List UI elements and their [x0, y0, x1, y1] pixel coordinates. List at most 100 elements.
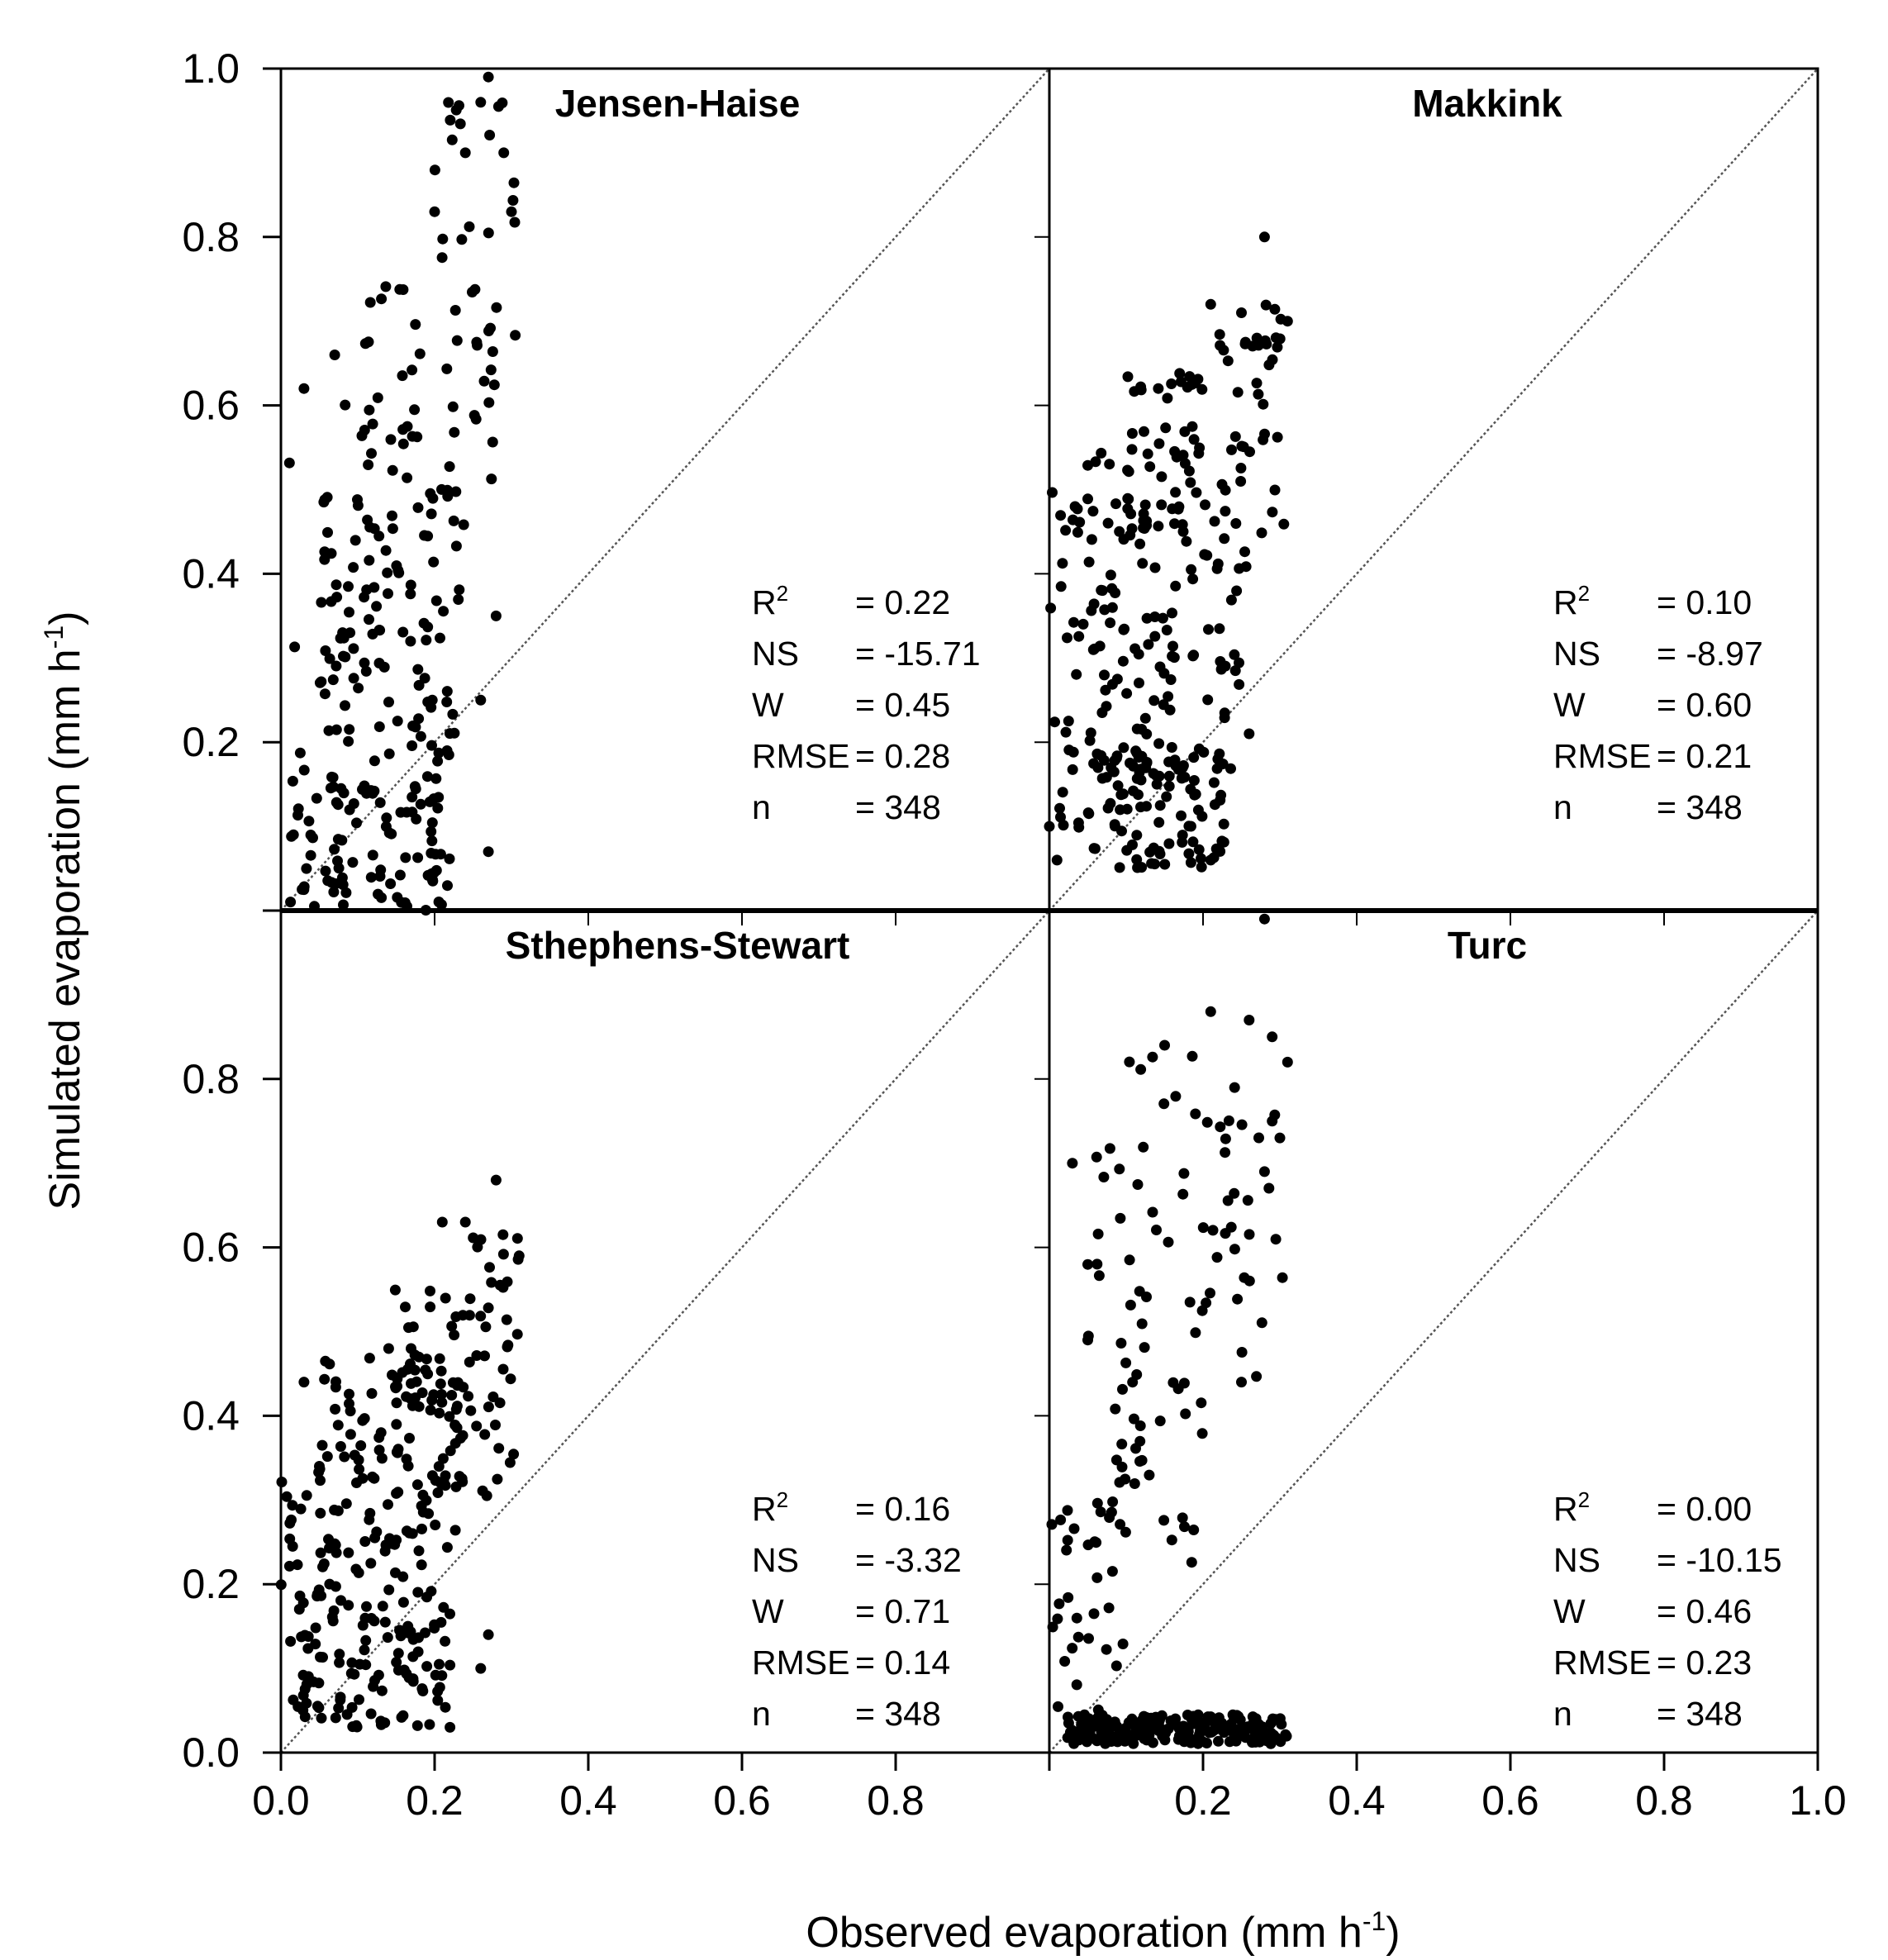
data-point	[1115, 1519, 1126, 1530]
data-point	[430, 1669, 441, 1681]
data-point	[1160, 422, 1172, 434]
data-point	[411, 1720, 423, 1731]
data-point	[429, 206, 440, 217]
data-point	[435, 632, 445, 644]
data-point	[1138, 522, 1149, 534]
data-point	[1239, 546, 1250, 558]
data-point	[369, 1472, 380, 1484]
data-point	[1103, 1602, 1115, 1614]
data-point	[1196, 853, 1206, 864]
data-point	[1058, 820, 1069, 831]
data-point	[395, 1630, 407, 1642]
data-point	[444, 853, 455, 864]
data-point	[463, 1391, 474, 1402]
data-point	[1167, 607, 1177, 619]
data-point	[1055, 510, 1067, 521]
data-point	[397, 1571, 409, 1582]
data-point	[1102, 517, 1114, 529]
data-point	[322, 526, 333, 538]
data-point	[1126, 444, 1138, 455]
stat-label: RMSE	[752, 737, 849, 775]
data-point	[331, 797, 342, 808]
stat-label: NS	[1553, 1541, 1600, 1579]
data-point	[1230, 518, 1242, 529]
data-points	[283, 71, 521, 916]
data-point	[432, 1686, 444, 1697]
data-point	[1229, 665, 1241, 677]
data-point	[1183, 848, 1195, 859]
y-tick-label: 0.2	[182, 719, 240, 765]
data-point	[359, 1644, 370, 1656]
data-point	[413, 713, 425, 725]
data-point	[297, 883, 308, 895]
data-point	[397, 626, 409, 638]
stat-label: NS	[1553, 635, 1600, 673]
stat-value: = 0.60	[1657, 686, 1752, 724]
data-point	[443, 97, 454, 108]
data-point	[1258, 1166, 1270, 1177]
data-point	[1163, 781, 1175, 792]
data-point	[394, 869, 406, 881]
data-point	[426, 694, 438, 706]
data-point	[1211, 1252, 1223, 1263]
data-point	[1149, 630, 1161, 642]
x-tick-label: 0.2	[406, 1777, 464, 1824]
data-point	[1119, 623, 1130, 635]
data-point	[1134, 538, 1146, 549]
data-point	[444, 461, 455, 473]
data-point	[1148, 695, 1160, 706]
data-point	[1179, 426, 1191, 437]
data-point	[1216, 835, 1228, 847]
data-point	[1060, 525, 1072, 536]
data-point	[375, 1427, 387, 1439]
data-point	[442, 484, 453, 496]
data-point	[310, 1622, 321, 1634]
ticks-layer: 0.0 0.2 0.4 0.6 0.8 0.2 0.4 0.6 0.8 1.0 1.0 0.8 0.6 0…	[182, 45, 1846, 1824]
data-point	[285, 1635, 297, 1647]
data-point	[1129, 1478, 1140, 1489]
data-point	[1083, 556, 1095, 568]
data-point	[1138, 508, 1149, 520]
data-point	[1136, 862, 1148, 873]
data-point	[1126, 428, 1138, 439]
data-point	[371, 601, 383, 612]
data-point	[416, 1559, 427, 1571]
data-point	[1134, 1420, 1146, 1431]
data-point	[409, 404, 421, 416]
data-point	[1091, 1572, 1103, 1583]
data-point	[1212, 558, 1224, 569]
data-point	[1071, 1679, 1082, 1691]
data-point	[1244, 1015, 1255, 1025]
data-point	[1156, 471, 1168, 483]
data-point	[1131, 830, 1143, 841]
data-point	[350, 535, 361, 546]
data-point	[432, 1487, 444, 1498]
data-point	[1168, 640, 1178, 652]
data-point	[1096, 707, 1108, 718]
data-point	[504, 1457, 516, 1468]
data-point	[434, 1407, 445, 1419]
data-point	[1238, 441, 1249, 453]
data-point	[407, 364, 418, 376]
data-point	[450, 486, 462, 497]
data-point	[1162, 392, 1173, 404]
data-point	[1110, 1660, 1122, 1672]
data-point	[289, 641, 301, 653]
stat-label: RMSE	[1553, 1644, 1651, 1682]
data-point	[1101, 772, 1112, 783]
stat-value: = 0.00	[1657, 1490, 1752, 1528]
data-point	[505, 1373, 516, 1385]
data-point	[392, 1444, 404, 1455]
data-point	[1269, 484, 1281, 496]
data-point	[405, 579, 416, 591]
data-point	[1270, 1714, 1282, 1725]
data-point	[1263, 1182, 1275, 1194]
data-point	[1177, 1188, 1189, 1200]
data-point	[1233, 1710, 1244, 1722]
data-point	[292, 803, 304, 815]
data-point	[317, 1652, 328, 1663]
data-point	[1117, 1383, 1128, 1395]
data-point	[1107, 1496, 1119, 1507]
data-point	[1270, 332, 1282, 344]
